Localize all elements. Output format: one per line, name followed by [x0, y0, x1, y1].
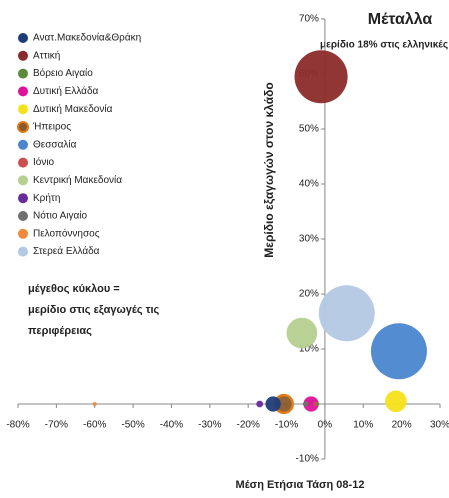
- y-tick-label: 70%: [299, 14, 319, 25]
- x-tick-label: -10%: [275, 420, 298, 431]
- x-tick-label: 0%: [318, 420, 333, 431]
- legend-label: Αττική: [33, 49, 60, 61]
- legend-label: Πελοπόννησος: [33, 227, 100, 239]
- legend-label: Στερεά Ελλάδα: [33, 245, 100, 257]
- y-tick-label: 40%: [299, 179, 319, 190]
- x-tick-label: 30%: [430, 420, 449, 431]
- legend-label: Νότιο Αιγαίο: [33, 210, 87, 222]
- bubble: [313, 402, 318, 406]
- bubble: [265, 396, 281, 412]
- bubble: [256, 400, 264, 408]
- legend-label: Ιόνιο: [33, 156, 55, 168]
- legend-label: Ανατ.Μακεδονία&Θράκη: [33, 32, 141, 44]
- legend-marker: [18, 228, 28, 239]
- x-tick-label: -80%: [6, 420, 29, 431]
- chart-title: Μέταλλα: [368, 11, 433, 28]
- x-tick-label: 20%: [392, 420, 412, 431]
- bubble: [303, 396, 319, 412]
- legend-marker: [18, 157, 28, 168]
- legend-marker: [18, 68, 28, 79]
- legend-label: Δυτική Μακεδονία: [33, 103, 113, 115]
- legend-marker: [18, 246, 28, 257]
- annotation: περιφέρειας: [28, 325, 92, 337]
- bubble: [318, 285, 375, 342]
- x-axis-label: Μέση Ετήσια Τάση 08-12: [236, 479, 365, 491]
- legend-label: Θεσσαλία: [33, 138, 77, 150]
- bubble: [302, 401, 309, 407]
- bubble: [286, 317, 318, 349]
- y-tick-label: -10%: [296, 454, 319, 465]
- legend-label: Βόρειο Αιγαίο: [33, 67, 93, 79]
- bubble: [92, 402, 97, 406]
- legend-marker: [18, 86, 28, 97]
- legend-label: Δυτική Ελλάδα: [33, 85, 99, 97]
- x-tick-label: 10%: [353, 420, 373, 431]
- x-tick-label: -30%: [198, 420, 221, 431]
- legend-marker: [18, 139, 28, 150]
- legend-label: Κεντρική Μακεδονία: [33, 174, 122, 186]
- x-tick-label: -60%: [83, 420, 106, 431]
- y-tick-label: 30%: [299, 234, 319, 245]
- legend-marker: [18, 211, 28, 221]
- x-tick-label: -50%: [121, 420, 144, 431]
- chart-subtitle: μερίδιο 18% στις ελληνικές εξ: [320, 40, 449, 51]
- y-axis-label: Μερίδιο εξαγωγών στον κλάδο: [262, 82, 276, 257]
- legend-marker: [18, 50, 28, 61]
- x-tick-label: -20%: [237, 420, 260, 431]
- annotation: μέγεθος κύκλου =: [28, 283, 120, 295]
- legend-marker: [18, 193, 28, 204]
- x-tick-label: -70%: [45, 420, 68, 431]
- bubble: [294, 50, 348, 104]
- legend-marker: [17, 121, 29, 133]
- legend-marker: [18, 104, 28, 115]
- x-tick-label: -40%: [160, 420, 183, 431]
- bubble: [385, 390, 407, 413]
- bubble: [370, 323, 427, 380]
- legend-marker: [18, 175, 28, 186]
- y-tick-label: 10%: [299, 344, 319, 355]
- legend-marker: [18, 33, 28, 43]
- legend-label: Ήπειρος: [32, 122, 71, 133]
- y-tick-label: 20%: [299, 289, 319, 300]
- annotation: μερίδιο στις εξαγωγές τις: [28, 304, 160, 316]
- y-tick-label: 50%: [299, 124, 319, 135]
- legend-label: Κρήτη: [33, 192, 60, 204]
